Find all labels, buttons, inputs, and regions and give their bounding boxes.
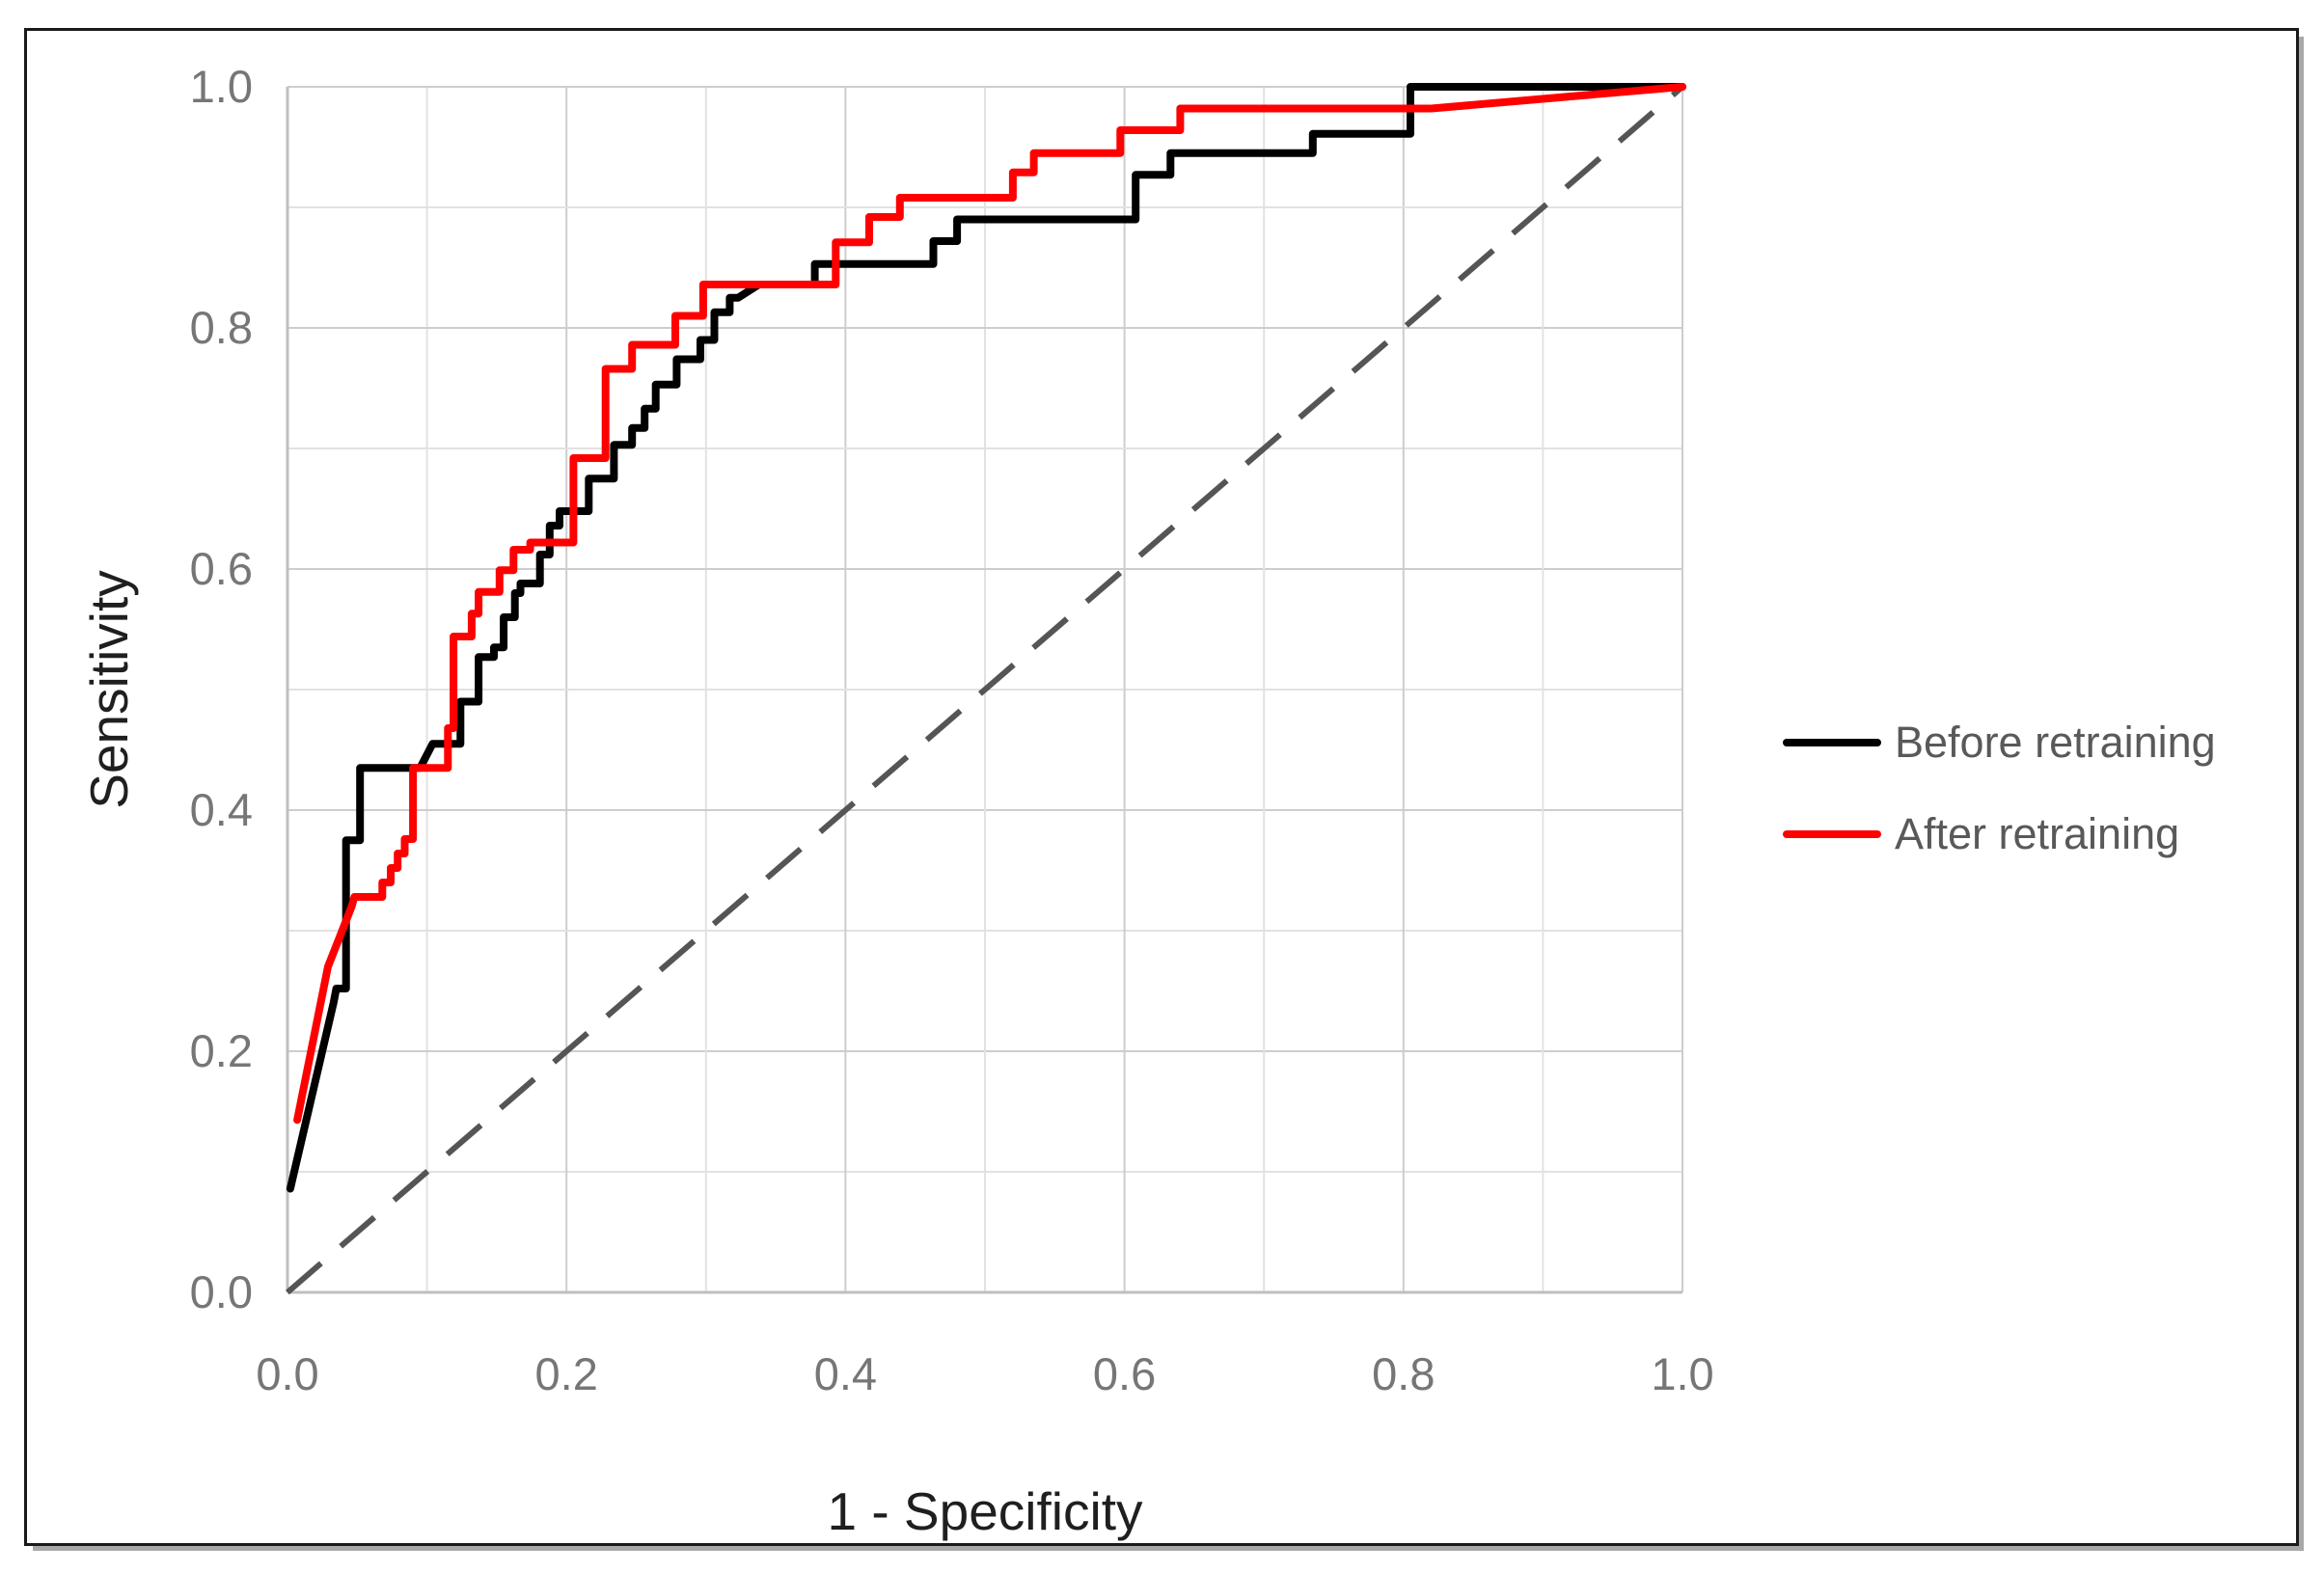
legend-item-after-retraining: After retraining: [1783, 788, 2216, 880]
legend-swatch-red-line: [1783, 829, 1881, 838]
y-axis-tick-labels: 0.0 0.2 0.4 0.6 0.8 1.0: [190, 61, 253, 1317]
x-axis-title: 1 - Specificity: [827, 1481, 1143, 1541]
y-tick-label: 0.4: [190, 784, 253, 835]
y-tick-label: 0.6: [190, 543, 253, 594]
x-tick-label: 0.6: [1093, 1348, 1156, 1399]
y-axis-title: Sensitivity: [79, 570, 139, 809]
y-tick-label: 0.0: [190, 1266, 253, 1317]
roc-curve-before-retraining: [286, 83, 1686, 1193]
legend: Before retraining After retraining: [1783, 696, 2216, 880]
y-tick-label: 0.8: [190, 302, 253, 353]
legend-item-before-retraining: Before retraining: [1783, 696, 2216, 788]
y-tick-label: 1.0: [190, 61, 253, 112]
x-tick-label: 0.0: [256, 1348, 318, 1399]
x-tick-label: 0.2: [535, 1348, 598, 1399]
x-axis-tick-labels: 0.0 0.2 0.4 0.6 0.8 1.0: [256, 1348, 1713, 1399]
x-tick-label: 0.4: [814, 1348, 877, 1399]
legend-swatch-black-line: [1783, 738, 1881, 746]
x-tick-label: 0.8: [1372, 1348, 1435, 1399]
axis-lines: [286, 87, 1682, 1294]
x-tick-label: 1.0: [1651, 1348, 1713, 1399]
legend-label: Before retraining: [1895, 717, 2216, 767]
chance-diagonal-line: [286, 84, 1684, 1295]
legend-label: After retraining: [1895, 808, 2180, 858]
roc-curve-after-retraining: [293, 83, 1686, 1125]
y-tick-label: 0.2: [190, 1025, 253, 1076]
